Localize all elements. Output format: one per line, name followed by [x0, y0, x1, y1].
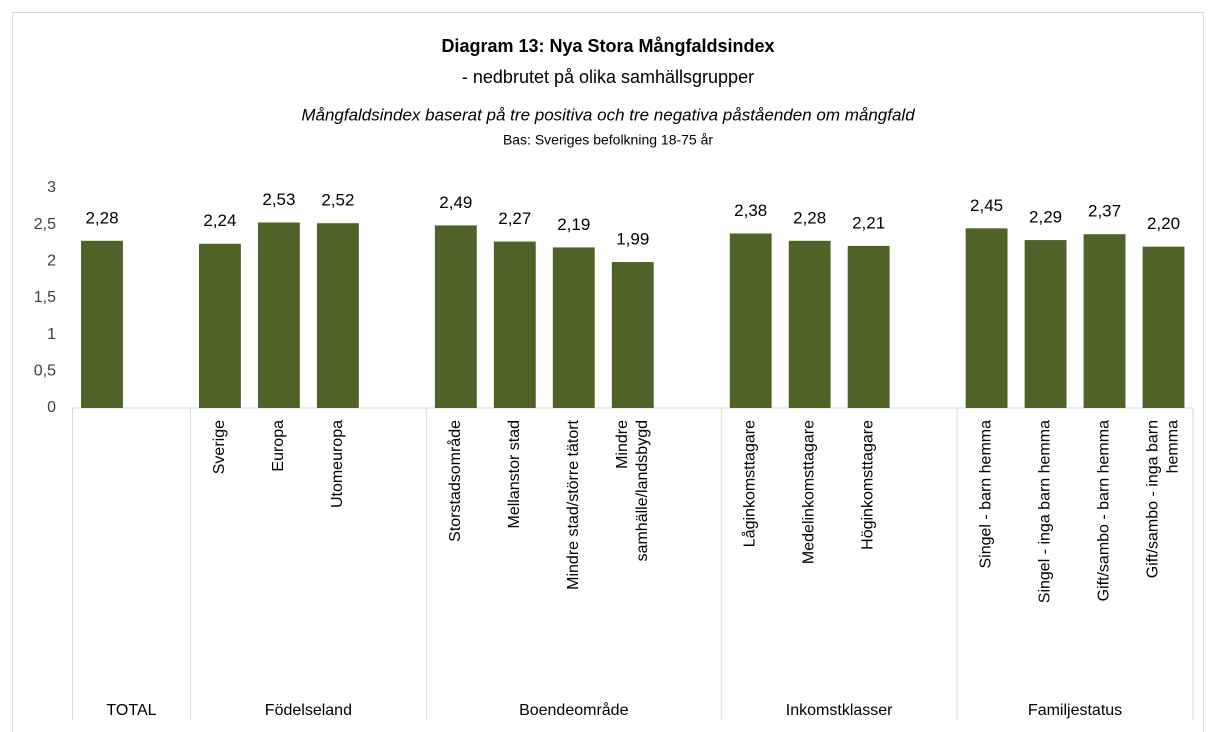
x-tick-label: Låginkomsttagare — [741, 420, 759, 547]
bar — [81, 240, 123, 408]
x-tick-label: Utomeuropa — [329, 420, 346, 508]
group-label: Boendeområde — [519, 701, 629, 719]
value-label: 2,53 — [262, 190, 295, 209]
value-label: 2,27 — [498, 209, 531, 228]
bar — [316, 223, 359, 408]
bar — [611, 262, 654, 408]
x-tick-label: Singel - barn hemma — [978, 420, 995, 569]
value-label: 1,99 — [616, 230, 649, 249]
chart-note: Bas: Sveriges befolkning 18-75 år — [503, 132, 713, 148]
bar — [729, 233, 772, 408]
bar — [198, 243, 241, 408]
value-label: 2,24 — [203, 211, 236, 230]
x-tick-label: Gift/sambo - barn hemma — [1096, 420, 1113, 602]
x-tick-label: Medelinkomsttagare — [801, 420, 818, 564]
y-tick-label: 1,5 — [34, 289, 56, 306]
bar — [847, 245, 890, 408]
value-label: 2,49 — [439, 193, 472, 212]
value-label: 2,29 — [1029, 208, 1062, 227]
y-tick-label: 0 — [47, 399, 56, 416]
x-tick-label: Mindre samhälle/landsbygd — [614, 420, 651, 562]
value-label: 2,20 — [1147, 214, 1180, 233]
y-tick-label: 3 — [47, 179, 56, 196]
y-tick-label: 2,5 — [34, 216, 56, 233]
value-label: 2,21 — [852, 213, 885, 232]
bar — [788, 240, 831, 408]
value-label: 2,28 — [793, 208, 826, 227]
x-tick-label: Storstadsområde — [446, 420, 464, 542]
x-tick-label: Singel - inga barn hemma — [1037, 420, 1054, 603]
x-tick-label: Sverige — [211, 420, 228, 474]
group-label: Inkomstklasser — [786, 702, 893, 719]
group-label: Födelseland — [265, 702, 352, 719]
bar — [257, 222, 300, 408]
chart-description: Mångfaldsindex baserat på tre positiva o… — [301, 105, 915, 124]
x-tick-label: Mindre stad/större tätort — [565, 419, 582, 589]
value-label: 2,52 — [321, 191, 354, 210]
value-label: 2,38 — [734, 201, 767, 220]
bar — [965, 228, 1008, 408]
bar — [1024, 240, 1067, 408]
bar — [552, 247, 595, 408]
value-label: 2,45 — [970, 196, 1003, 215]
bar — [434, 225, 477, 408]
value-label: 2,37 — [1088, 202, 1121, 221]
chart-title: Diagram 13: Nya Stora Mångfaldsindex — [441, 36, 774, 56]
value-label: 2,28 — [85, 208, 118, 227]
x-tick-label: Mellanstor stad — [506, 420, 523, 529]
bar — [1142, 246, 1185, 408]
y-tick-label: 1 — [47, 326, 56, 343]
x-tick-label: Gift/sambo - inga barn hemma — [1145, 420, 1182, 578]
x-tick-label: Europa — [270, 420, 287, 472]
group-label: TOTAL — [106, 702, 156, 719]
chart-subtitle: - nedbrutet på olika samhällsgrupper — [462, 67, 754, 87]
y-tick-label: 2 — [47, 253, 56, 270]
value-label: 2,19 — [557, 215, 590, 234]
x-tick-label: Höginkomsttagare — [860, 420, 877, 550]
y-tick-label: 0,5 — [34, 363, 56, 380]
bar — [1083, 234, 1126, 408]
bar — [493, 241, 536, 408]
group-label: Familjestatus — [1028, 702, 1122, 719]
